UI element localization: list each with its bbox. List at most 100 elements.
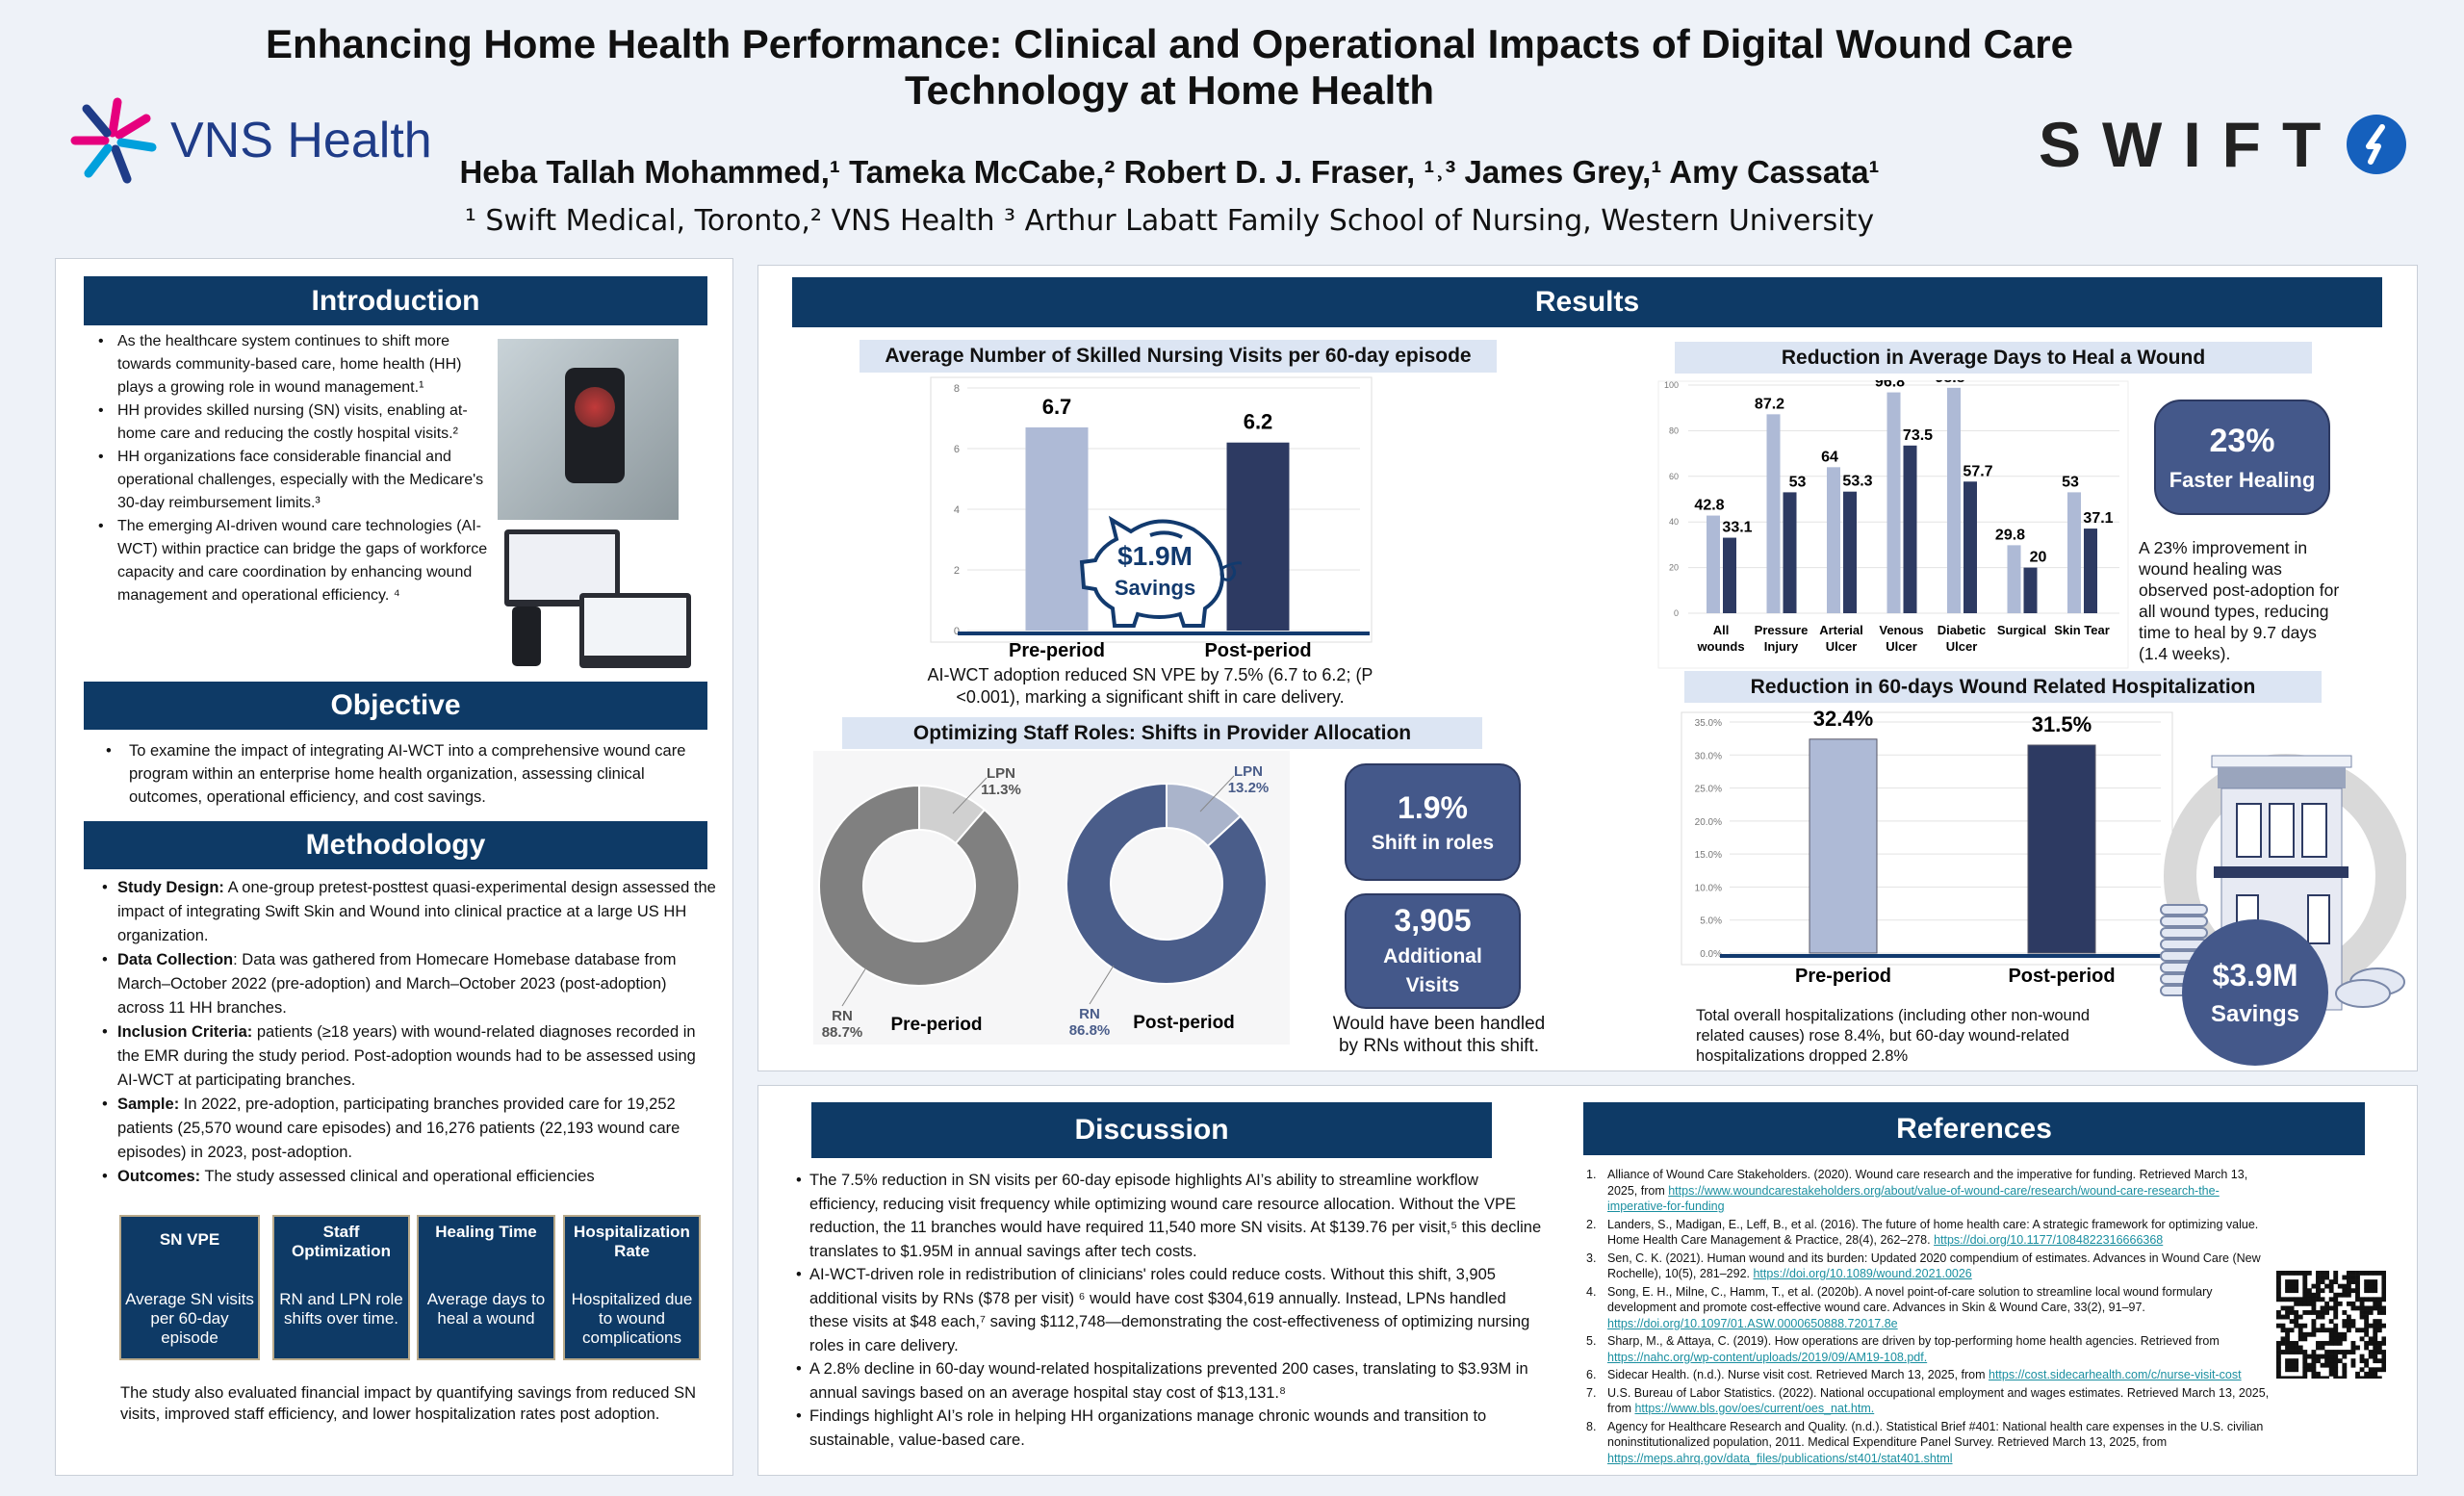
y-tick-label: 25.0% bbox=[1695, 785, 1722, 795]
x-category-label: Surgical bbox=[1997, 623, 2046, 637]
healing-chart-title: Reduction in Average Days to Heal a Woun… bbox=[1675, 342, 2312, 374]
reference-number: 4. bbox=[1586, 1284, 1597, 1299]
discussion-heading: Discussion bbox=[811, 1102, 1492, 1158]
bar bbox=[1903, 445, 1917, 613]
reference-link[interactable]: https://meps.ahrq.gov/data_files/publica… bbox=[1607, 1451, 1953, 1465]
reference-link[interactable]: https://cost.sidecarhealth.com/c/nurse-v… bbox=[1989, 1368, 2242, 1381]
reference-link[interactable]: https://www.bls.gov/oes/current/oes_nat.… bbox=[1634, 1402, 1875, 1415]
piggy-bank-savings: $1.9M Savings bbox=[1078, 501, 1242, 635]
data-label: 33.1 bbox=[1722, 520, 1752, 536]
reference-item: 5. Sharp, M., & Attaya, C. (2019). How op… bbox=[1586, 1333, 2272, 1365]
x-category-label: Pre-period bbox=[1795, 966, 1891, 987]
bar bbox=[1964, 481, 1977, 613]
visits-caption: Would have been handled by RNs without t… bbox=[1332, 1014, 1546, 1056]
lpn-value: 13.2% bbox=[1228, 780, 1270, 796]
devices-screenshot bbox=[502, 528, 693, 674]
x-category-label: Ulcer bbox=[1826, 639, 1858, 654]
discussion-bullet: The 7.5% reduction in SN visits per 60-d… bbox=[794, 1169, 1545, 1263]
method-data-collection: Data Collection: Data was gathered from … bbox=[100, 948, 716, 1020]
donut-slice-lpn bbox=[918, 784, 987, 845]
x-category-label: Injury bbox=[1764, 639, 1799, 654]
reference-text: Song, E. H., Milne, C., Hamm, T., et al.… bbox=[1607, 1284, 2213, 1315]
y-tick-label: 4 bbox=[954, 504, 960, 516]
donut-slice-rn bbox=[818, 784, 1020, 987]
reference-number: 1. bbox=[1586, 1168, 1597, 1181]
faster-healing-stat: 23% Faster Healing bbox=[2154, 400, 2330, 515]
y-tick-label: 100 bbox=[1664, 380, 1679, 390]
discussion-bullet: AI-WCT-driven role in redistribution of … bbox=[794, 1263, 1545, 1357]
donut-slice-lpn bbox=[1166, 782, 1243, 848]
method-outcomes: Outcomes: The study assessed clinical an… bbox=[100, 1165, 716, 1189]
bar bbox=[1886, 392, 1901, 613]
bar bbox=[2067, 492, 2081, 613]
lpn-value: 11.3% bbox=[981, 782, 1021, 798]
y-tick-label: 0 bbox=[954, 626, 960, 637]
objective-text: To examine the impact of integrating AI-… bbox=[104, 739, 706, 809]
vns-health-logo: VNS Health bbox=[67, 94, 452, 186]
y-tick-label: 35.0% bbox=[1695, 718, 1722, 729]
reference-number: 7. bbox=[1586, 1385, 1597, 1400]
reference-item: 6. Sidecar Health. (n.d.). Nurse visit co… bbox=[1586, 1367, 2272, 1383]
introduction-list: As the healthcare system continues to sh… bbox=[96, 330, 491, 607]
staff-chart-title: Optimizing Staff Roles: Shifts in Provid… bbox=[842, 717, 1482, 749]
bar bbox=[1783, 492, 1797, 613]
piggy-label: Savings bbox=[1114, 576, 1196, 600]
leader-line bbox=[841, 967, 867, 1007]
y-tick-label: 60 bbox=[1669, 472, 1679, 481]
reference-link[interactable]: https://doi.org/10.1177/1084822316666368 bbox=[1934, 1233, 2164, 1247]
reference-link[interactable]: https://www.woundcarestakeholders.org/ab… bbox=[1607, 1183, 2220, 1214]
y-tick-label: 0 bbox=[1674, 608, 1679, 618]
affiliations: ¹ Swift Medical, Toronto,² VNS Health ³ … bbox=[464, 204, 1875, 238]
bar bbox=[1723, 537, 1736, 613]
data-label: 96.8 bbox=[1875, 380, 1905, 391]
x-category-label: Arterial bbox=[1819, 623, 1863, 637]
vns-logo-text: VNS Health bbox=[170, 112, 432, 168]
rn-label: RN bbox=[832, 1008, 853, 1024]
rn-value: 86.8% bbox=[1069, 1022, 1111, 1039]
reference-number: 3. bbox=[1586, 1251, 1597, 1265]
bar bbox=[1827, 467, 1840, 613]
references-heading: References bbox=[1583, 1102, 2365, 1155]
bar bbox=[1947, 387, 1961, 613]
y-tick-label: 15.0% bbox=[1695, 850, 1722, 861]
methodology-heading: Methodology bbox=[84, 821, 707, 869]
reference-text: Alliance of Wound Care Stakeholders. (20… bbox=[1607, 1168, 2248, 1198]
bar bbox=[2023, 567, 2038, 613]
hosp-chart-title: Reduction in 60-days Wound Related Hospi… bbox=[1684, 671, 2322, 703]
data-label: 31.5% bbox=[2032, 712, 2092, 736]
data-label: 37.1 bbox=[2083, 510, 2113, 527]
objective-heading: Objective bbox=[84, 682, 707, 730]
references-list: 1. Alliance of Wound Care Stakeholders. (… bbox=[1586, 1167, 2272, 1468]
reference-number: 6. bbox=[1586, 1368, 1597, 1381]
y-tick-label: 6 bbox=[954, 444, 960, 455]
bar bbox=[1766, 414, 1781, 613]
chart-frame bbox=[1681, 711, 2173, 966]
x-category-label: wounds bbox=[1696, 639, 1744, 654]
lpn-label: LPN bbox=[1234, 763, 1263, 780]
y-tick-label: 80 bbox=[1669, 426, 1679, 435]
reference-link[interactable]: https://doi.org/10.1089/wound.2021.0026 bbox=[1753, 1267, 1972, 1280]
sn-caption: AI-WCT adoption reduced SN VPE by 7.5% (… bbox=[927, 665, 1373, 707]
x-category-label: Skin Tear bbox=[2054, 623, 2110, 637]
data-label: 53.3 bbox=[1842, 474, 1872, 490]
additional-visits-stat: 3,905 Additional Visits bbox=[1345, 893, 1521, 1009]
discussion-list: The 7.5% reduction in SN visits per 60-d… bbox=[794, 1169, 1545, 1452]
hospitalization-chart: 0.0% 5.0% 10.0% 15.0% 20.0% 25.0% 30.0% 35.0% 32… bbox=[1681, 710, 2173, 987]
hosp-caption: Total overall hospitalizations (includin… bbox=[1696, 1007, 2091, 1065]
reference-text: Landers, S., Madigan, E., Leff, B., et a… bbox=[1607, 1217, 2259, 1248]
objective-list: To examine the impact of integrating AI-… bbox=[104, 739, 706, 809]
reference-link[interactable]: https://doi.org/10.1097/01.ASW.000065088… bbox=[1607, 1316, 1898, 1330]
donut-slice-rn bbox=[1065, 782, 1268, 985]
data-label: 87.2 bbox=[1755, 396, 1784, 412]
x-category-label: Post-period bbox=[1204, 640, 1311, 661]
qr-code[interactable] bbox=[2276, 1271, 2386, 1379]
bar bbox=[1843, 491, 1857, 613]
y-tick-label: 2 bbox=[954, 565, 960, 577]
period-label: Post-period bbox=[1133, 1013, 1235, 1033]
reference-item: 8. Agency for Healthcare Research and Qua… bbox=[1586, 1419, 2272, 1467]
data-label: 6.2 bbox=[1244, 410, 1273, 434]
data-label: 32.4% bbox=[1813, 710, 1873, 731]
reference-link[interactable]: https://nahc.org/wp-content/uploads/2019… bbox=[1607, 1350, 1928, 1364]
bar-pre-period bbox=[1025, 426, 1089, 631]
sn-chart-title: Average Number of Skilled Nursing Visits… bbox=[860, 340, 1497, 373]
